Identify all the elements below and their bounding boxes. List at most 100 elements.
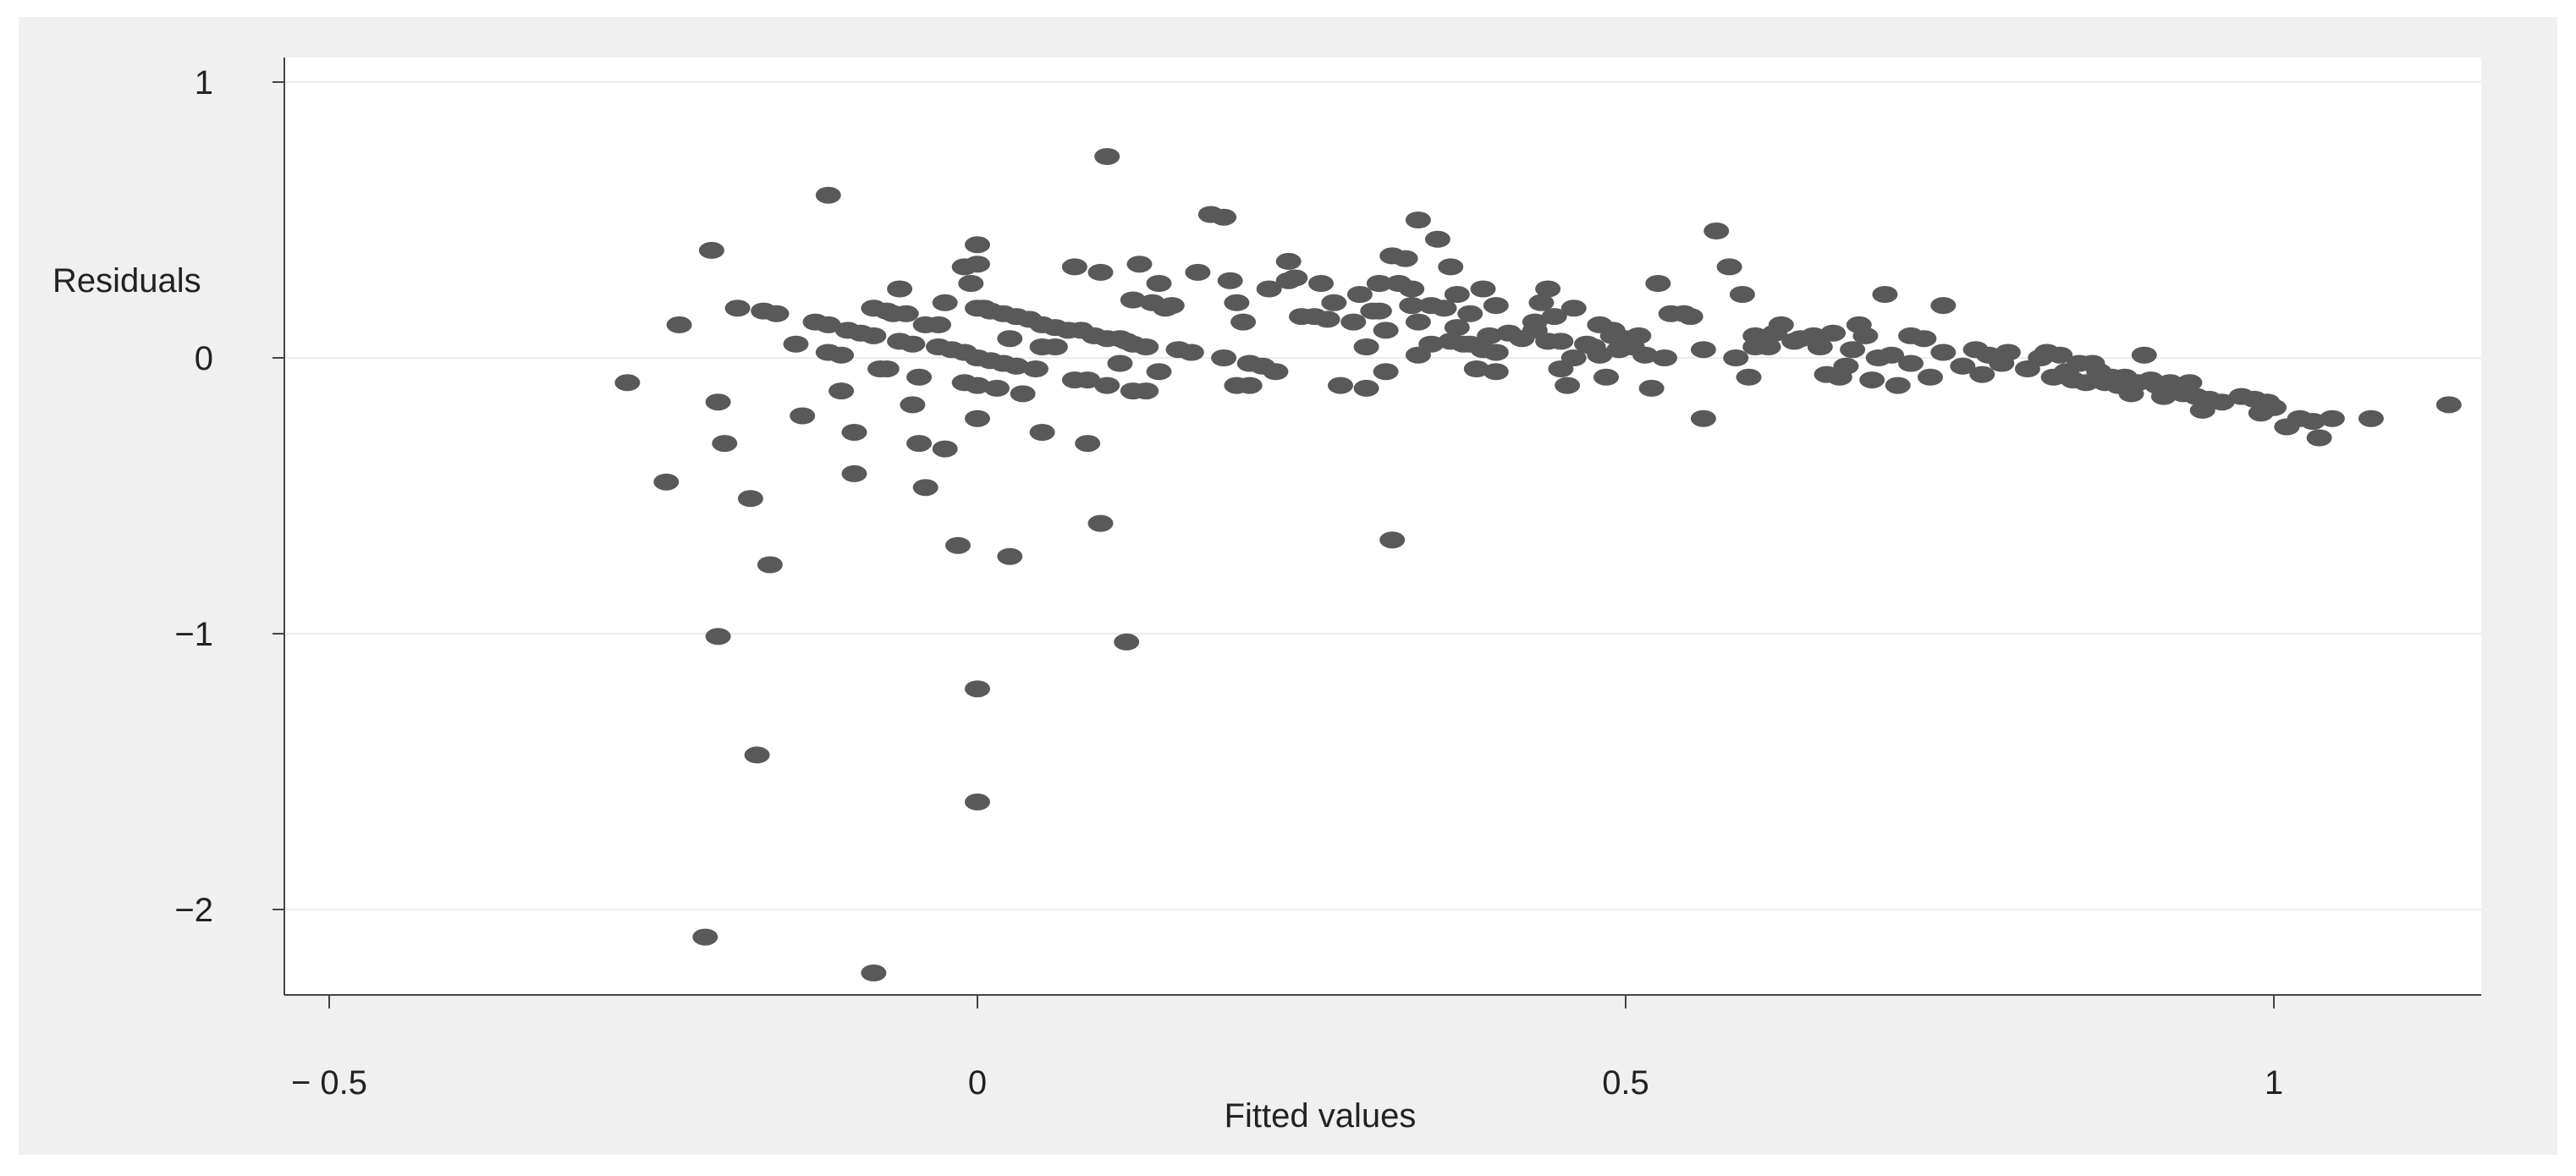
data-point-116 [1236,376,1263,394]
data-point-190 [1632,346,1658,364]
data-point-147 [1405,212,1431,228]
data-point-9 [737,490,763,508]
data-point-52 [965,256,990,273]
data-point-275 [2319,409,2345,427]
data-point-56 [965,409,990,427]
data-point-140 [1379,531,1406,549]
data-point-227 [1911,330,1937,348]
data-point-274 [2306,429,2332,447]
data-point-129 [1340,313,1367,331]
data-point-67 [997,547,1023,565]
data-point-236 [1995,343,2021,361]
data-point-231 [1950,357,1976,375]
data-point-127 [1321,294,1347,311]
data-point-165 [1483,297,1509,315]
data-point-273 [2300,413,2326,430]
data-point-159 [1463,360,1489,377]
data-point-132 [1353,379,1379,397]
data-point-39 [906,435,933,453]
data-point-99 [1133,338,1159,355]
data-point-54 [965,376,990,394]
data-point-110 [1211,208,1237,226]
data-point-177 [1560,299,1587,317]
data-point-192 [1645,275,1671,292]
data-point-5 [712,435,738,453]
data-point-86 [1087,263,1114,281]
data-point-24 [841,464,867,482]
data-point-6 [705,628,731,646]
data-point-206 [1755,338,1781,355]
data-point-176 [1555,376,1581,394]
data-point-106 [1178,343,1204,361]
data-point-135 [1366,275,1392,292]
data-point-30 [873,360,900,377]
data-point-164 [1483,343,1509,361]
data-point-183 [1593,368,1619,386]
data-point-3 [698,241,724,259]
data-point-197 [1690,341,1716,359]
data-point-31 [861,964,887,981]
y-tick-label-0: 1 [195,64,213,102]
data-point-182 [1587,346,1613,364]
data-point-111 [1217,272,1243,289]
data-point-93 [1114,633,1140,651]
data-point-169 [1522,313,1548,331]
gridlines [284,81,2481,910]
data-point-19 [815,186,841,204]
data-point-43 [926,316,951,333]
data-point-22 [828,382,855,400]
data-point-203 [1736,368,1762,386]
data-point-45 [932,294,958,311]
data-point-26 [861,327,887,344]
data-point-146 [1405,313,1431,331]
data-point-201 [1723,349,1749,366]
data-point-113 [1224,294,1250,311]
data-point-277 [2436,396,2462,414]
data-point-97 [1126,256,1153,273]
data-point-96 [1120,291,1146,309]
data-point-33 [887,280,913,298]
data-point-17 [815,316,841,333]
data-point-89 [1094,148,1120,165]
data-point-130 [1346,286,1373,303]
data-point-68 [1004,357,1029,375]
data-point-4 [705,393,731,411]
data-point-233 [1969,365,1995,383]
data-point-161 [1470,280,1496,298]
data-point-1 [653,473,680,491]
data-point-154 [1444,286,1470,303]
data-point-23 [841,424,867,441]
data-point-0 [614,374,641,392]
data-point-172 [1535,280,1561,298]
data-point-125 [1308,275,1334,292]
y-tick-label-3: −2 [174,892,213,929]
data-point-142 [1392,250,1418,267]
data-point-151 [1431,299,1457,317]
data-point-101 [1146,275,1172,292]
data-point-144 [1399,280,1425,298]
data-point-36 [900,335,926,353]
data-point-35 [893,305,919,322]
data-point-196 [1677,308,1704,326]
data-point-219 [1852,327,1879,344]
data-point-66 [997,330,1023,348]
data-point-63 [984,379,1010,397]
data-point-85 [1087,514,1114,532]
x-tick-label-1: 0 [968,1064,987,1102]
data-point-102 [1146,363,1172,381]
data-point-98 [1133,382,1159,400]
data-point-15 [790,407,816,425]
data-point-82 [1075,435,1101,453]
data-point-107 [1185,263,1211,281]
data-point-38 [906,368,933,386]
data-point-2 [666,316,692,333]
data-point-150 [1424,230,1450,248]
data-point-214 [1820,324,1847,342]
data-point-8 [724,299,751,317]
data-point-122 [1282,269,1308,287]
data-point-121 [1275,252,1302,270]
plot-area [284,58,2481,995]
data-point-189 [1626,327,1652,344]
data-point-80 [1061,258,1087,276]
